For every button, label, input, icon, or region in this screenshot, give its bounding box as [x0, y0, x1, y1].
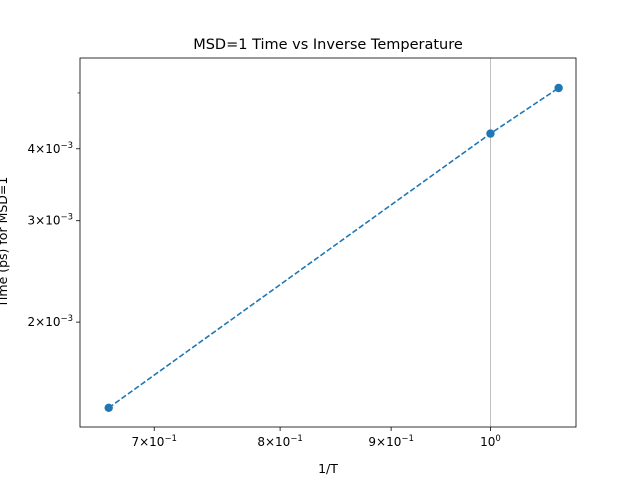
y-axis-ticks: 2×10−3 3×10−3 4×10−3	[28, 92, 80, 329]
x-axis-ticks: 7×10−1 8×10−1 9×10−1 100	[131, 427, 501, 449]
data-point-1	[486, 129, 495, 138]
x-axis-label: 1/T	[318, 461, 338, 476]
y-tick-label-2: 4×10−3	[28, 141, 74, 156]
plot-frame	[79, 57, 577, 428]
y-axis-label: Time (ps) for MSD=1	[0, 177, 10, 309]
x-tick-label-0: 7×10−1	[131, 434, 177, 449]
y-tick-label-1: 3×10−3	[28, 213, 74, 228]
series-markers	[104, 83, 563, 412]
data-point-2	[554, 83, 563, 93]
data-point-0	[104, 403, 113, 412]
chart-title: MSD=1 Time vs Inverse Temperature	[193, 37, 463, 53]
x-tick-label-3: 100	[480, 434, 501, 449]
y-tick-label-0: 2×10−3	[28, 314, 74, 329]
x-tick-label-2: 9×10−1	[368, 434, 414, 449]
x-tick-label-1: 8×10−1	[257, 434, 303, 449]
